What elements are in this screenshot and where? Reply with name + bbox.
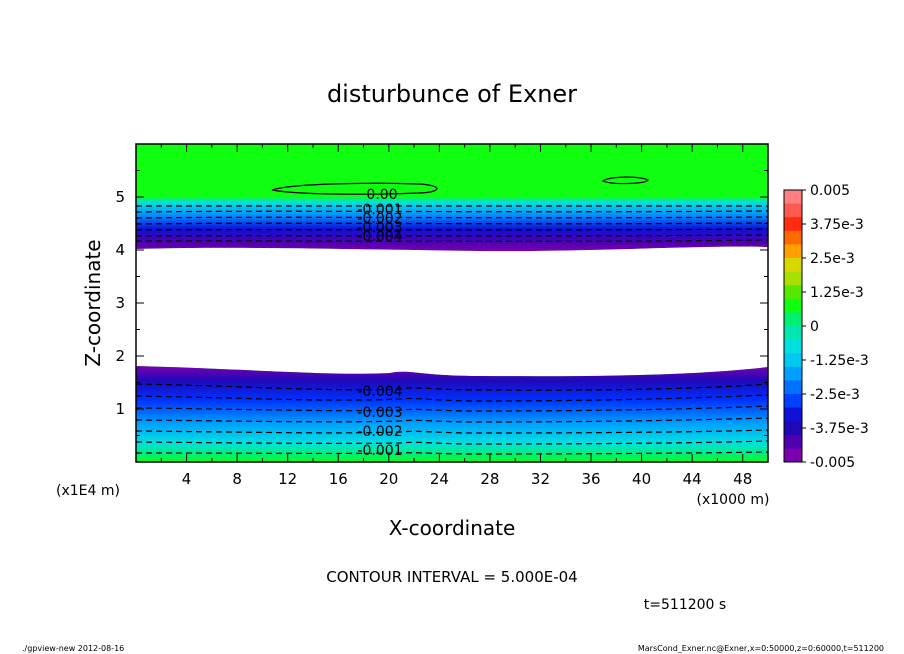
axis-ticks xyxy=(136,144,768,462)
contour-label: -0.001 xyxy=(357,443,402,459)
y-tick-label: 1 xyxy=(115,400,125,418)
contour-interval-text: CONTOUR INTERVAL = 5.000E-04 xyxy=(326,568,577,586)
colorbar-swatch xyxy=(784,203,802,218)
x-tick-label: 32 xyxy=(531,470,550,488)
y-unit-label: (x1E4 m) xyxy=(56,483,120,499)
blank-region xyxy=(136,246,768,377)
x-tick-label: 40 xyxy=(632,470,651,488)
lower-dashed-contours xyxy=(136,383,768,455)
colorbar-swatch xyxy=(784,312,802,327)
footer-left-text: ./gpview-new 2012-08-16 xyxy=(22,644,124,653)
colorbar-swatch xyxy=(784,366,802,381)
colorbar-label: 3.75e-3 xyxy=(810,217,864,233)
contour-label: -0.003 xyxy=(357,405,402,421)
upper-dashed-contours xyxy=(136,205,768,242)
contour-zero-loop-right xyxy=(601,176,649,185)
contour-label: -0.003 xyxy=(357,220,402,236)
contour-label: -0.002 xyxy=(357,211,402,227)
colorbar-label: 0.005 xyxy=(810,183,850,199)
plot-field: 0.00 -0.001 -0.002 -0.003 -0.004 -0.004 … xyxy=(136,144,768,462)
contour-label: 0.00 xyxy=(366,187,397,203)
colorbar-swatch xyxy=(784,339,802,354)
colorbar-label: 0 xyxy=(810,319,819,335)
colorbar-label: 1.25e-3 xyxy=(810,285,864,301)
x-tick-label: 20 xyxy=(379,470,398,488)
colorbar-label: -1.25e-3 xyxy=(810,353,869,369)
colorbar-swatch xyxy=(784,407,802,422)
x-tick-label: 28 xyxy=(480,470,499,488)
colorbar-swatch xyxy=(784,380,802,395)
x-unit-label: (x1000 m) xyxy=(697,492,770,508)
contour-zero-loop-left xyxy=(271,182,438,195)
contour-label: -0.004 xyxy=(357,384,402,400)
lower-blue-band xyxy=(136,366,768,462)
colorbar-label: 2.5e-3 xyxy=(810,251,855,267)
y-tick-label: 3 xyxy=(115,294,125,312)
contour-label-group: 0.00 -0.001 -0.002 -0.003 -0.004 -0.004 … xyxy=(357,187,402,459)
x-tick-labels: 4 8 12 16 20 24 28 32 36 40 44 48 xyxy=(182,470,752,488)
colorbar-swatch xyxy=(784,421,802,436)
x-axis-label: X-coordinate xyxy=(389,516,516,540)
y-tick-label: 2 xyxy=(115,347,125,365)
colorbar-swatch xyxy=(784,434,802,449)
contour-label: -0.001 xyxy=(357,202,402,218)
chart-title: disturbunce of Exner xyxy=(327,80,577,108)
colorbar-swatch xyxy=(784,190,802,205)
x-tick-label: 24 xyxy=(430,470,449,488)
colorbar-label: -2.5e-3 xyxy=(810,387,860,403)
x-tick-label: 16 xyxy=(329,470,348,488)
x-tick-label: 48 xyxy=(733,470,752,488)
colorbar-swatch xyxy=(784,258,802,273)
contour-label: -0.004 xyxy=(357,229,402,245)
x-tick-label: 44 xyxy=(683,470,702,488)
colorbar-swatch xyxy=(784,285,802,300)
colorbar-swatch xyxy=(784,244,802,259)
x-tick-label: 8 xyxy=(232,470,242,488)
colorbar-labels: 0.005 3.75e-3 2.5e-3 1.25e-3 0 -1.25e-3 -2.5e-… xyxy=(802,183,869,471)
x-tick-label: 12 xyxy=(278,470,297,488)
colorbar-swatch xyxy=(784,217,802,232)
x-tick-label: 36 xyxy=(581,470,600,488)
colorbar-swatch xyxy=(784,448,802,463)
time-text: t=511200 s xyxy=(644,597,726,613)
x-tick-label: 4 xyxy=(182,470,192,488)
colorbar-swatch xyxy=(784,230,802,245)
y-tick-labels: 1 2 3 4 5 xyxy=(115,188,125,418)
colorbar-swatch xyxy=(784,326,802,341)
colorbar xyxy=(784,190,802,463)
colorbar-label: -0.005 xyxy=(810,455,855,471)
colorbar-swatch xyxy=(784,353,802,368)
contour-lines xyxy=(136,176,768,455)
colorbar-swatch xyxy=(784,298,802,313)
contour-label: -0.002 xyxy=(357,424,402,440)
colorbar-swatch xyxy=(784,271,802,286)
colorbar-swatch xyxy=(784,394,802,409)
footer-right-text: MarsCond_Exner.nc@Exner,x=0:50000,z=0:60… xyxy=(638,644,884,653)
upper-blue-band xyxy=(136,196,768,252)
colorbar-label: -3.75e-3 xyxy=(810,421,869,437)
y-tick-label: 4 xyxy=(115,241,125,259)
y-axis-label: Z-coordinate xyxy=(81,239,105,366)
y-tick-label: 5 xyxy=(115,188,125,206)
